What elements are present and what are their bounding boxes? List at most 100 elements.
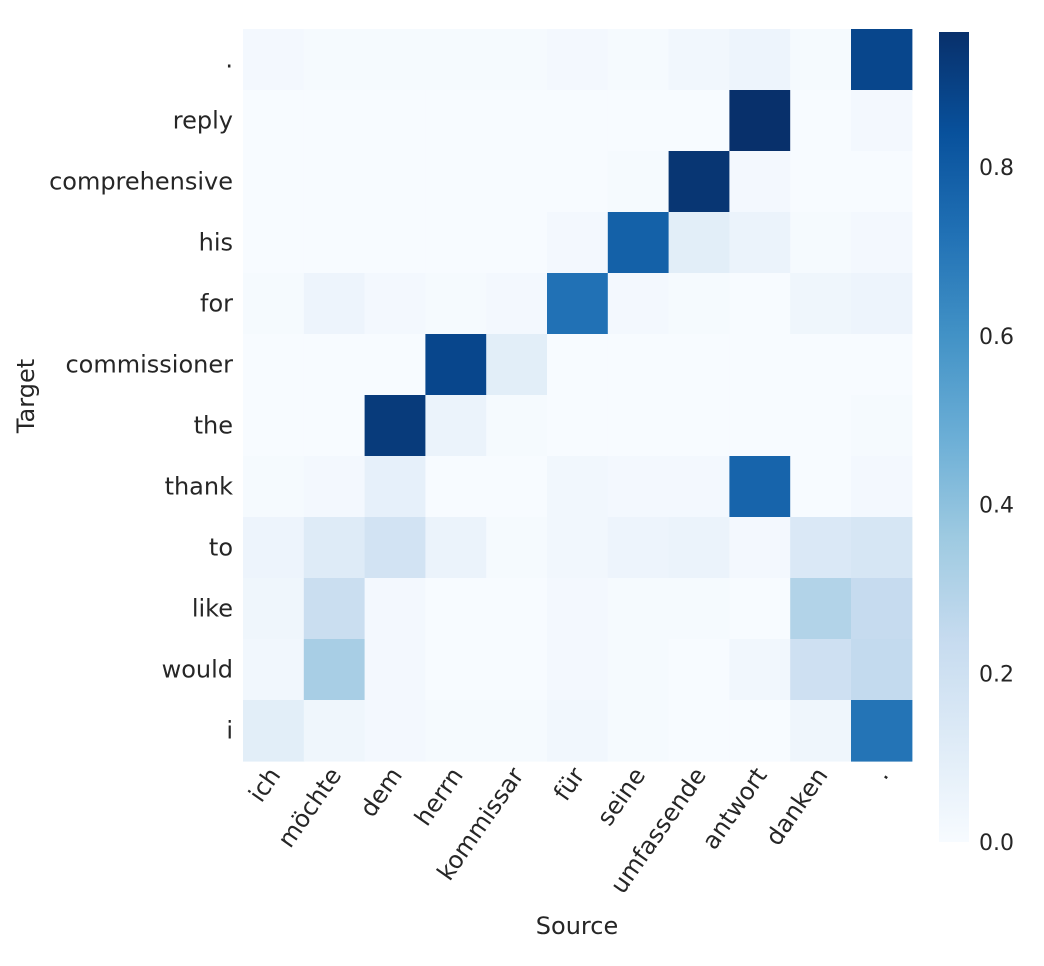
y-tick-label: reply xyxy=(173,107,233,135)
x-tick-label: herrn xyxy=(409,762,469,831)
heatmap-cell-3-10 xyxy=(851,212,913,274)
colorbar-tick-label: 0.2 xyxy=(979,662,1014,687)
heatmap-cell-1-7 xyxy=(668,90,730,152)
heatmap-cell-6-2 xyxy=(364,395,426,457)
heatmap-cell-7-1 xyxy=(303,456,366,518)
heatmap-cell-3-7 xyxy=(668,212,730,274)
heatmap-cell-7-7 xyxy=(668,456,730,518)
heatmap-cell-2-0 xyxy=(243,151,305,213)
heatmap-cell-3-1 xyxy=(303,212,366,274)
heatmap-cell-11-10 xyxy=(851,700,913,762)
heatmap-cell-4-10 xyxy=(851,273,913,335)
heatmap-cell-7-5 xyxy=(547,456,609,518)
heatmap-cell-8-3 xyxy=(425,517,487,579)
heatmap-cell-10-7 xyxy=(668,639,730,701)
heatmap-cell-11-7 xyxy=(668,700,730,762)
heatmap-cell-10-5 xyxy=(547,639,609,701)
heatmap-cell-11-0 xyxy=(243,700,305,762)
heatmap-cell-2-3 xyxy=(425,151,487,213)
heatmap-cell-8-7 xyxy=(668,517,730,579)
x-tick-label: möchte xyxy=(272,762,347,852)
heatmap-cell-2-5 xyxy=(547,151,609,213)
heatmap-cell-8-9 xyxy=(790,517,852,579)
heatmap-cell-0-0 xyxy=(243,29,305,91)
heatmap-cell-1-2 xyxy=(364,90,426,152)
heatmap-cell-1-1 xyxy=(303,90,366,152)
heatmap-cell-10-9 xyxy=(790,639,852,701)
heatmap-cell-4-5 xyxy=(547,273,609,335)
x-tick-label: . xyxy=(867,762,894,784)
heatmap-cell-9-10 xyxy=(851,578,913,640)
heatmap-cell-5-10 xyxy=(851,334,913,396)
heatmap-cell-4-1 xyxy=(303,273,366,335)
heatmap-cell-2-9 xyxy=(790,151,852,213)
heatmap-cell-2-1 xyxy=(303,151,366,213)
colorbar-tick-label: 0.6 xyxy=(979,325,1014,350)
heatmap-cell-6-8 xyxy=(729,395,791,457)
heatmap-cell-4-8 xyxy=(729,273,791,335)
heatmap-cell-5-8 xyxy=(729,334,791,396)
heatmap-cell-2-4 xyxy=(486,151,548,213)
heatmap-cell-6-4 xyxy=(486,395,548,457)
heatmap-cell-1-9 xyxy=(790,90,852,152)
heatmap-cell-6-7 xyxy=(668,395,730,457)
y-tick-label: for xyxy=(200,290,233,318)
heatmap-cell-5-6 xyxy=(607,334,670,396)
heatmap-cell-9-0 xyxy=(243,578,305,640)
colorbar-tick-label: 0.4 xyxy=(979,494,1014,519)
heatmap-cell-5-9 xyxy=(790,334,852,396)
heatmap-cell-6-3 xyxy=(425,395,487,457)
heatmap-cell-4-0 xyxy=(243,273,305,335)
heatmap-cell-9-5 xyxy=(547,578,609,640)
heatmap-cell-11-9 xyxy=(790,700,852,762)
y-tick-label: the xyxy=(194,412,233,440)
x-tick-label: dem xyxy=(354,762,408,822)
x-tick-label: seine xyxy=(592,762,652,830)
heatmap-cell-0-4 xyxy=(486,29,548,91)
heatmap-cell-1-0 xyxy=(243,90,305,152)
heatmap-cell-4-3 xyxy=(425,273,487,335)
heatmap-cell-10-4 xyxy=(486,639,548,701)
heatmap-cell-8-6 xyxy=(607,517,670,579)
y-tick-label: would xyxy=(162,656,233,684)
heatmap-cell-10-1 xyxy=(303,639,366,701)
y-tick-label: thank xyxy=(165,473,234,501)
y-tick-label: commissioner xyxy=(65,351,233,379)
heatmap-cell-6-1 xyxy=(303,395,366,457)
heatmap-cell-2-10 xyxy=(851,151,913,213)
heatmap-cell-4-9 xyxy=(790,273,852,335)
heatmap-cell-1-3 xyxy=(425,90,487,152)
heatmap-cell-7-2 xyxy=(364,456,426,518)
y-axis-label: Target xyxy=(12,359,40,434)
heatmap-cell-8-5 xyxy=(547,517,609,579)
y-tick-label: . xyxy=(225,46,233,74)
heatmap-cell-5-0 xyxy=(243,334,305,396)
heatmap-cell-11-2 xyxy=(364,700,426,762)
heatmap-cell-4-2 xyxy=(364,273,426,335)
heatmap-cell-4-7 xyxy=(668,273,730,335)
y-tick-label: to xyxy=(209,534,233,562)
heatmap-cell-11-4 xyxy=(486,700,548,762)
heatmap-cell-8-4 xyxy=(486,517,548,579)
heatmap-cell-10-8 xyxy=(729,639,791,701)
heatmap-cell-6-10 xyxy=(851,395,913,457)
heatmap-cell-5-5 xyxy=(547,334,609,396)
heatmap-cell-5-3 xyxy=(425,334,487,396)
heatmap-cells xyxy=(243,29,913,762)
heatmap-cell-11-1 xyxy=(303,700,366,762)
heatmap-cell-8-10 xyxy=(851,517,913,579)
heatmap-cell-8-2 xyxy=(364,517,426,579)
y-tick-label: i xyxy=(226,717,233,745)
heatmap-cell-1-5 xyxy=(547,90,609,152)
heatmap-cell-11-3 xyxy=(425,700,487,762)
colorbar-tick-label: 0.0 xyxy=(979,831,1014,856)
colorbar xyxy=(939,32,969,842)
heatmap-cell-6-5 xyxy=(547,395,609,457)
heatmap-cell-7-0 xyxy=(243,456,305,518)
heatmap-cell-9-4 xyxy=(486,578,548,640)
heatmap-cell-1-10 xyxy=(851,90,913,152)
heatmap-cell-9-2 xyxy=(364,578,426,640)
heatmap-cell-3-3 xyxy=(425,212,487,274)
